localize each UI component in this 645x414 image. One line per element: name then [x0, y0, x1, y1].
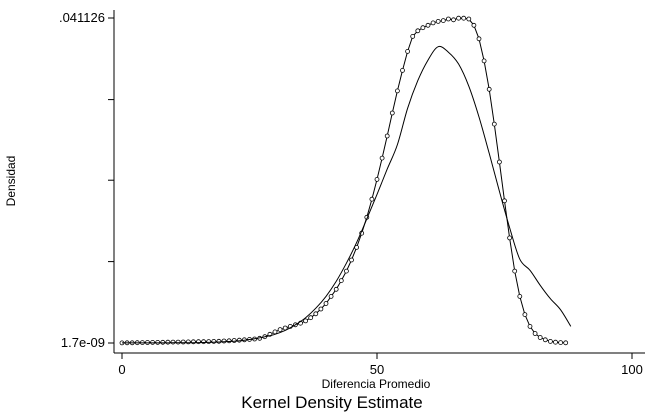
data-point-marker [384, 133, 390, 139]
data-point-marker [185, 339, 191, 345]
data-point-marker [323, 301, 329, 306]
data-point-marker [491, 121, 497, 127]
data-point-marker [502, 198, 507, 204]
data-point-marker [563, 340, 569, 346]
data-point-marker [512, 268, 518, 274]
data-point-marker [466, 16, 472, 22]
data-point-marker [175, 339, 181, 345]
data-point-marker [527, 323, 533, 329]
data-point-marker [333, 286, 339, 292]
data-point-marker [410, 34, 416, 39]
chart-title: Kernel Density Estimate [241, 393, 422, 412]
data-point-marker [170, 339, 176, 345]
data-point-marker [394, 88, 400, 94]
data-point-marker [425, 22, 431, 28]
x-tick-label: 50 [370, 362, 384, 377]
data-point-marker [226, 338, 232, 344]
kernel-density-line [121, 17, 566, 344]
data-point-marker [553, 339, 558, 345]
data-point-marker [405, 49, 411, 54]
axes [113, 10, 645, 354]
data-point-marker [517, 293, 523, 299]
data-point-marker [201, 339, 207, 345]
data-point-marker [165, 339, 171, 345]
data-point-marker [435, 18, 441, 24]
data-point-marker [313, 311, 319, 317]
data-point-marker [400, 68, 405, 73]
data-point-marker [318, 306, 324, 312]
normal-density-line [121, 45, 572, 344]
data-point-marker [430, 20, 436, 26]
data-point-marker [445, 16, 451, 22]
data-point-marker [451, 17, 456, 23]
x-tick-label: 100 [621, 362, 643, 377]
data-point-marker [420, 25, 426, 31]
data-point-marker [308, 315, 314, 321]
data-point-marker [343, 268, 349, 274]
data-point-marker [548, 338, 553, 344]
data-point-marker [211, 338, 217, 344]
data-point-marker [532, 331, 538, 336]
data-point-marker [303, 318, 309, 324]
data-point-marker [231, 338, 237, 343]
data-point-marker [507, 235, 513, 241]
data-point-marker [216, 338, 222, 344]
x-tick-label: 0 [118, 362, 125, 377]
data-point-marker [476, 36, 482, 42]
kernel-density-markers [119, 15, 569, 346]
data-point-marker [338, 278, 344, 284]
data-point-marker [206, 339, 212, 345]
x-ticks: 0 50 100 [118, 353, 643, 377]
y-tick-label: 1.7e-09 [61, 335, 105, 350]
data-point-marker [272, 329, 278, 335]
data-point-marker [374, 176, 380, 182]
data-point-marker [369, 196, 375, 202]
data-point-marker [542, 337, 548, 343]
data-point-marker [277, 327, 283, 333]
data-point-marker [496, 159, 502, 165]
data-point-marker [471, 22, 477, 28]
y-tick-label: .041126 [59, 10, 105, 25]
data-point-marker [221, 338, 227, 344]
series-layer [119, 15, 572, 346]
data-point-marker [180, 339, 186, 345]
data-point-marker [481, 58, 487, 64]
x-axis-label: Diferencia Promedio [322, 377, 431, 391]
data-point-marker [379, 155, 385, 161]
data-point-marker [349, 257, 354, 263]
data-point-marker [328, 293, 334, 299]
data-point-marker [461, 15, 467, 21]
data-point-marker [456, 15, 462, 21]
y-axis-label: Densidad [4, 156, 18, 207]
data-point-marker [558, 340, 563, 346]
data-point-marker [522, 312, 528, 318]
data-point-marker [486, 86, 492, 92]
data-point-marker [415, 28, 421, 34]
data-point-marker [537, 335, 543, 340]
y-ticks: .041126 1.7e-09 [59, 10, 114, 350]
data-point-marker [440, 18, 446, 24]
data-point-marker [389, 110, 395, 116]
data-point-marker [160, 339, 166, 345]
